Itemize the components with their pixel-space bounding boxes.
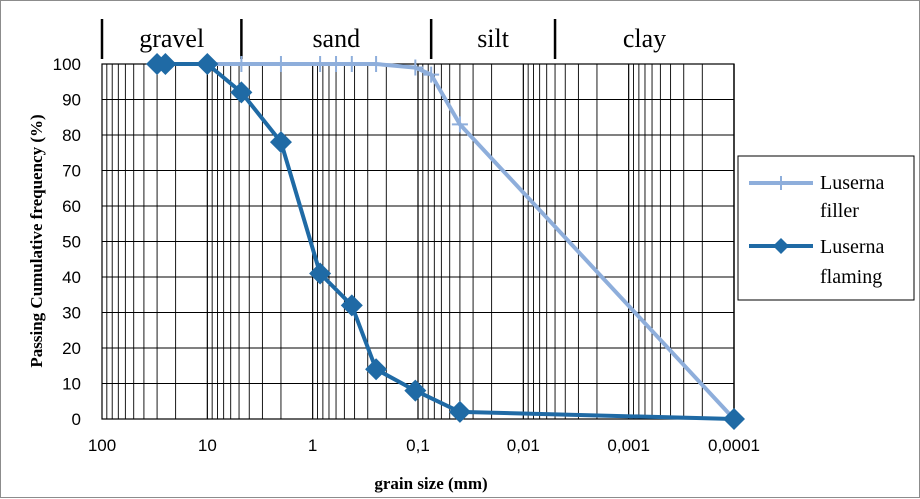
- plus-marker: [407, 59, 424, 76]
- plus-marker: [233, 56, 250, 72]
- plus-marker: [312, 56, 329, 72]
- y-tick-label: 50: [62, 233, 81, 252]
- y-tick-label: 10: [62, 375, 81, 394]
- x-tick-label: 1: [308, 436, 317, 455]
- legend-label: Luserna: [820, 172, 885, 194]
- plus-marker: [451, 116, 468, 133]
- plus-marker: [423, 66, 440, 83]
- x-tick-label: 100: [88, 436, 116, 455]
- y-tick-label: 80: [62, 126, 81, 145]
- diamond-marker: [723, 408, 745, 430]
- diamond-marker: [448, 400, 471, 423]
- y-axis-label: Passing Cumulative frequency (%): [27, 114, 46, 367]
- legend-label: flaming: [820, 266, 882, 288]
- zone-label: clay: [623, 24, 666, 53]
- plus-marker: [343, 56, 360, 72]
- x-tick-label: 10: [198, 436, 217, 455]
- x-tick-labels: 100 10 1 0,1 0,01 0,001 0,0001: [88, 436, 760, 455]
- plus-marker: [774, 176, 788, 190]
- diamond-marker: [365, 358, 388, 381]
- y-tick-label: 60: [62, 197, 81, 216]
- x-axis-label: grain size (mm): [374, 474, 487, 493]
- plus-marker: [272, 56, 289, 72]
- diamond-marker: [773, 238, 789, 254]
- legend-box: [737, 155, 915, 301]
- x-tick-label: 0,0001: [708, 436, 760, 455]
- x-tick-label: 0,1: [406, 436, 430, 455]
- diamond-marker: [404, 379, 427, 402]
- y-tick-label: 0: [72, 410, 81, 429]
- legend: Luserna filler Luserna flaming: [737, 155, 915, 301]
- diamond-marker: [269, 131, 292, 154]
- plot-border: [101, 63, 735, 420]
- y-tick-label: 70: [62, 162, 81, 181]
- grid: [101, 63, 735, 420]
- y-tick-label: 40: [62, 268, 81, 287]
- y-tick-label: 100: [53, 55, 81, 74]
- y-tick-label: 20: [62, 339, 81, 358]
- diamond-marker: [340, 294, 363, 317]
- series-2: [146, 53, 745, 430]
- zone-label: silt: [477, 24, 510, 53]
- plus-marker: [328, 56, 345, 72]
- diamond-marker: [230, 81, 253, 104]
- diamond-marker: [309, 262, 332, 285]
- series-layer: [146, 53, 745, 430]
- y-tick-label: 30: [62, 304, 81, 323]
- zone-label: gravel: [139, 24, 204, 53]
- y-tick-labels: 0 10 20 30 40 50 60 70 80 90 100: [53, 55, 81, 429]
- y-tick-label: 90: [62, 91, 81, 110]
- zone-label: sand: [312, 24, 360, 53]
- plus-marker: [368, 56, 385, 72]
- x-tick-label: 0,001: [607, 436, 650, 455]
- soil-zones: gravel sand silt clay: [100, 19, 666, 59]
- x-tick-label: 0,01: [507, 436, 540, 455]
- legend-label: Luserna: [820, 236, 885, 258]
- diamond-marker: [196, 53, 219, 75]
- legend-label: filler: [820, 200, 859, 222]
- diamond-marker: [154, 53, 177, 75]
